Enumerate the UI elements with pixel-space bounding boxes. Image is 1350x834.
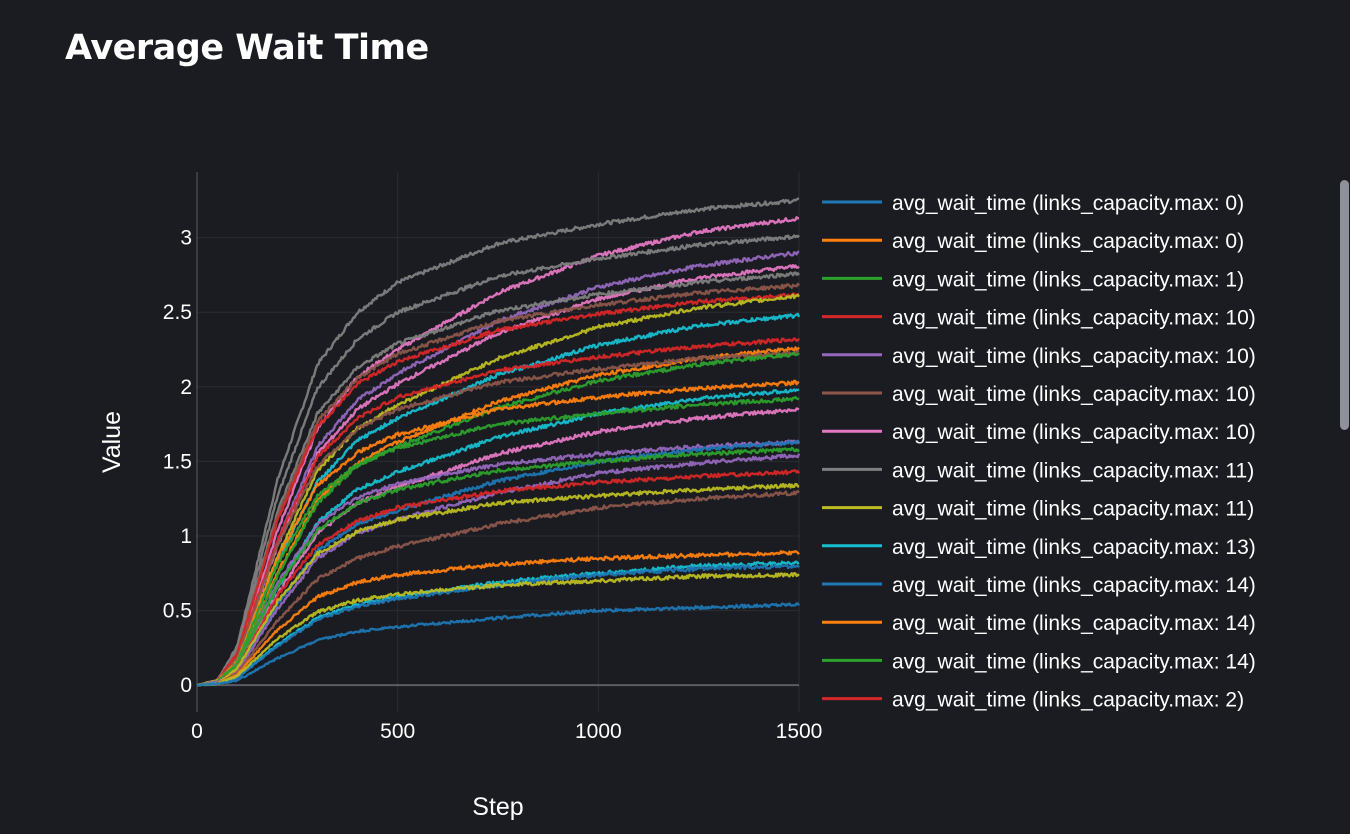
legend-item[interactable]: avg_wait_time (links_capacity.max: 0) [892,230,1244,253]
series-line-8 [196,293,800,687]
series-line-18 [196,439,801,687]
legend-item[interactable]: avg_wait_time (links_capacity.max: 11) [892,498,1254,521]
x-tick-label: 1500 [776,720,823,743]
legend-item[interactable]: avg_wait_time (links_capacity.max: 14) [892,612,1256,635]
legend-item[interactable]: avg_wait_time (links_capacity.max: 10) [892,383,1256,406]
y-tick-label: 2.5 [163,301,192,324]
x-axis-label: Step [472,793,523,821]
series-line-15 [196,388,800,687]
legend-item[interactable]: avg_wait_time (links_capacity.max: 11) [892,459,1254,482]
series-line-12 [196,349,800,687]
series-line-24 [196,490,800,687]
series-line-7 [196,292,800,687]
legend-item[interactable]: avg_wait_time (links_capacity.max: 14) [892,650,1256,673]
x-tick-label: 0 [191,720,203,743]
legend-item[interactable]: avg_wait_time (links_capacity.max: 10) [892,345,1256,368]
series-line-25 [196,550,800,687]
chart-title: Average Wait Time [65,28,429,68]
y-axis-label: Value [98,411,126,473]
y-tick-label: 1.5 [163,450,192,473]
series-line-16 [196,395,800,687]
series-line-2 [196,234,800,687]
y-tick-label: 0 [180,674,192,697]
series-line-28 [196,572,800,687]
y-tick-label: 2 [180,376,192,399]
series-line-0 [196,197,800,687]
legend-item[interactable]: avg_wait_time (links_capacity.max: 13) [892,536,1256,559]
legend-item[interactable]: avg_wait_time (links_capacity.max: 1) [892,268,1244,291]
series-line-5 [196,271,800,687]
series-line-19 [196,439,800,687]
y-tick-label: 3 [180,227,192,250]
series-line-1 [196,215,800,687]
legend-scrollbar[interactable] [1340,180,1349,430]
legend-item[interactable]: avg_wait_time (links_capacity.max: 2) [892,689,1244,712]
x-tick-label: 500 [380,720,415,743]
x-tick-label: 1000 [575,720,622,743]
y-tick-label: 0.5 [163,600,192,623]
legend-item[interactable]: avg_wait_time (links_capacity.max: 0) [892,192,1244,215]
legend-item[interactable]: avg_wait_time (links_capacity.max: 10) [892,307,1256,330]
series-line-6 [196,282,800,687]
series-line-10 [196,337,800,687]
series-line-20 [196,446,800,687]
series-line-17 [196,407,800,687]
series-line-22 [196,469,801,687]
series-line-14 [196,379,800,687]
series-line-23 [196,482,800,687]
legend-item[interactable]: avg_wait_time (links_capacity.max: 14) [892,574,1256,597]
legend-item[interactable]: avg_wait_time (links_capacity.max: 10) [892,421,1256,444]
series-line-29 [196,602,801,687]
y-tick-label: 1 [180,525,192,548]
